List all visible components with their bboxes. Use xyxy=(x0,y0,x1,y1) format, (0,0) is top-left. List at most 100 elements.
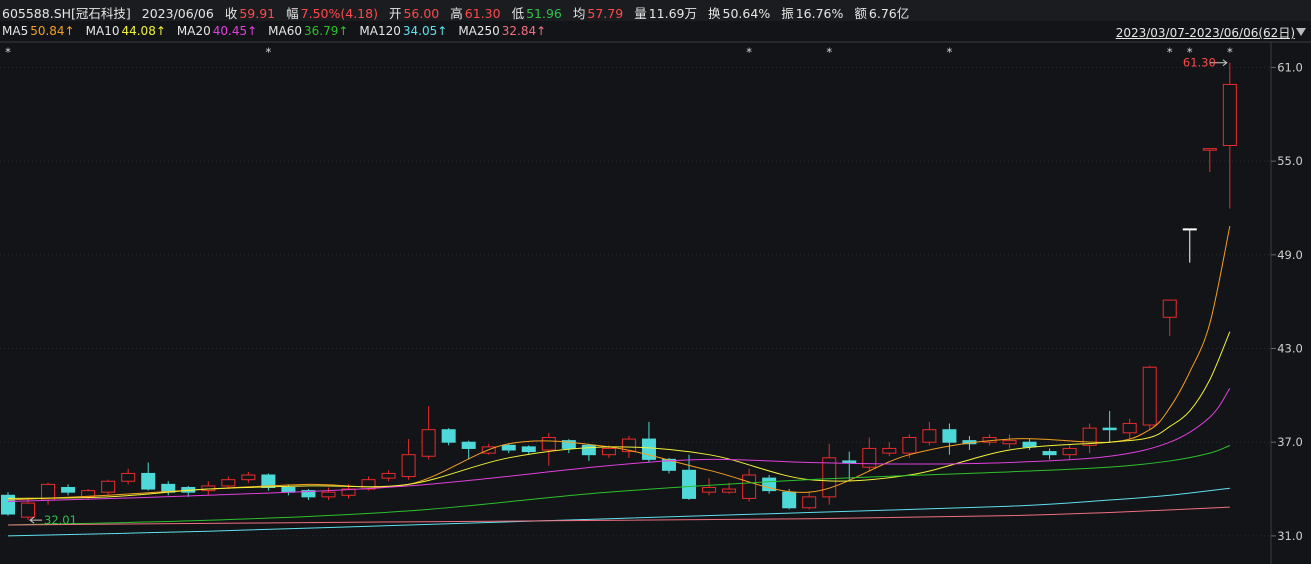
quote-row: 605588.SH[冠石科技] 2023/06/06 收 59.91 幅 7.50%(4.… xyxy=(2,3,911,22)
field-label: 换 xyxy=(708,6,721,21)
ma-line xyxy=(7,388,1231,503)
marker: * xyxy=(746,45,752,59)
candle-body xyxy=(1202,148,1217,151)
ma-line xyxy=(7,225,1231,501)
ma-name: MA5 xyxy=(2,24,29,38)
y-tick-label: 49.0 xyxy=(1277,248,1303,262)
candle-body xyxy=(261,474,276,488)
header-band xyxy=(0,0,1311,21)
candle-body xyxy=(561,440,576,449)
candle-body xyxy=(1182,228,1197,231)
ma-name: MA60 xyxy=(268,24,302,38)
candle-body xyxy=(101,480,116,493)
candle-body xyxy=(882,447,897,454)
candle-body xyxy=(581,444,596,456)
ma-value: 44.08↑ xyxy=(121,24,166,38)
candle-body xyxy=(521,446,536,453)
candle-body xyxy=(281,486,296,493)
candle-body xyxy=(441,429,456,443)
candle-body xyxy=(21,502,36,518)
candle-body xyxy=(541,437,556,451)
candle-body xyxy=(361,479,376,490)
candle-body xyxy=(922,429,937,443)
field-value: 61.30 xyxy=(464,6,501,21)
candle-body xyxy=(1082,427,1097,446)
candle-body xyxy=(1102,427,1117,431)
marker: * xyxy=(1187,45,1193,59)
marker: * xyxy=(1227,45,1233,59)
candle-body xyxy=(1042,451,1057,456)
date: 2023/06/06 xyxy=(141,6,214,21)
y-tick-label: 31.0 xyxy=(1277,529,1303,543)
candle-body xyxy=(802,496,817,509)
date-range[interactable]: 2023/03/07-2023/06/06(62日) xyxy=(1115,26,1295,40)
candle-body xyxy=(1122,422,1137,434)
ma-name: MA120 xyxy=(359,24,401,38)
candle-body xyxy=(702,486,717,493)
ma-name: MA10 xyxy=(85,24,120,38)
field-value: 50.64% xyxy=(722,6,771,21)
candle-body xyxy=(862,447,877,468)
marker: * xyxy=(947,45,953,59)
candle-body xyxy=(661,458,676,471)
field-value: 16.76% xyxy=(795,6,844,21)
ma-value: 40.45↑ xyxy=(212,24,258,38)
ma-value: 36.79↑ xyxy=(304,24,349,38)
ma-line xyxy=(7,445,1231,526)
candle-body xyxy=(782,491,797,509)
candle-body xyxy=(1022,441,1037,448)
field-label: 收 xyxy=(224,6,238,21)
candle-body xyxy=(601,447,616,456)
candle-body xyxy=(1002,440,1017,445)
candle-body xyxy=(121,472,136,482)
field-label: 幅 xyxy=(286,6,299,21)
y-tick-label: 37.0 xyxy=(1277,435,1303,449)
candle-body xyxy=(902,437,917,454)
marker: * xyxy=(1167,45,1173,59)
marker: * xyxy=(266,45,272,59)
field-value: 11.69万 xyxy=(648,6,698,21)
candle-body xyxy=(461,441,476,449)
field-value: 56.00 xyxy=(403,6,440,21)
field-label: 低 xyxy=(511,6,525,21)
candle-body xyxy=(682,469,697,499)
candle-body xyxy=(81,490,96,498)
field-label: 额 xyxy=(854,6,867,21)
field-label: 量 xyxy=(634,6,647,21)
dropdown-icon[interactable] xyxy=(1296,28,1306,36)
candle-body xyxy=(301,490,316,498)
candle-body xyxy=(221,479,236,487)
candle-body xyxy=(1222,83,1237,147)
field-value: 51.96 xyxy=(526,6,562,21)
candle-body xyxy=(722,488,737,493)
candle-body xyxy=(822,457,837,498)
ma-legend: MA5 50.84↑ MA10 44.08↑ MA20 40.45↑ MA60 36.79↑ M… xyxy=(2,24,548,38)
candle-body xyxy=(501,444,516,451)
field-value: 6.76亿 xyxy=(868,6,910,21)
candle-body xyxy=(621,438,636,453)
field-value: 7.50%(4.18) xyxy=(300,6,378,21)
candle-body xyxy=(321,491,336,498)
y-tick-label: 55.0 xyxy=(1277,154,1303,168)
y-tick-label: 43.0 xyxy=(1277,342,1303,356)
ma-value: 32.84↑ xyxy=(501,24,547,38)
candle-body xyxy=(1142,366,1157,426)
ma-line xyxy=(7,331,1231,499)
candle-body xyxy=(842,460,857,463)
candle-body xyxy=(1062,447,1077,456)
annotation-label: 61.30 xyxy=(1183,56,1216,70)
candle-body xyxy=(942,429,957,443)
candle-body xyxy=(401,454,416,478)
annotation-label: 32.01 xyxy=(44,513,77,527)
ma-name: MA20 xyxy=(176,24,211,38)
field-value: 57.79 xyxy=(587,6,624,21)
arrow-head xyxy=(1222,59,1228,67)
candle-body xyxy=(201,485,216,492)
ma-line xyxy=(7,487,1230,537)
y-tick-label: 61.0 xyxy=(1277,60,1303,74)
arrow-head xyxy=(29,516,35,524)
marker: * xyxy=(826,45,832,59)
